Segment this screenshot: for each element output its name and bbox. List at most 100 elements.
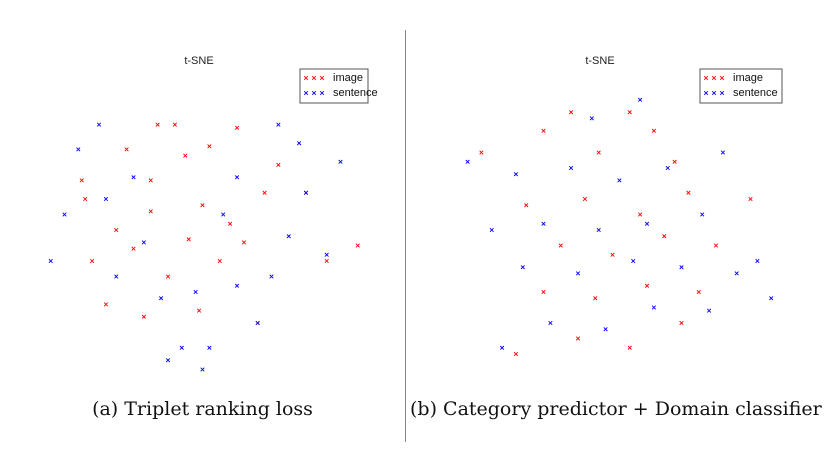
point-sentence-0-0 [62, 212, 67, 217]
point-sentence-0-15 [276, 122, 281, 127]
point-sentence-1-20 [720, 150, 726, 155]
point-sentence-1-6 [575, 271, 581, 276]
point-sentence-0-14 [193, 289, 198, 295]
point-image-1-16 [748, 196, 753, 202]
point-image-1-11 [713, 243, 719, 248]
point-sentence-1-11 [541, 221, 546, 226]
legend-marker-sentence-1-1 [711, 90, 717, 96]
legend-marker-sentence-0-2 [319, 90, 325, 96]
legend-marker-sentence-b [703, 90, 725, 96]
point-image-1-12 [524, 203, 529, 208]
point-sentence-1-8 [679, 265, 684, 270]
point-sentence-1-2 [603, 327, 608, 332]
point-sentence-1-24 [637, 97, 643, 102]
point-sentence-1-10 [489, 227, 494, 233]
point-image-1-9 [610, 252, 615, 257]
legend-box-a [299, 68, 369, 104]
point-image-1-15 [686, 190, 691, 195]
point-image-1-7 [696, 289, 701, 295]
legend-label-sentence-b: sentence [733, 87, 778, 99]
panel-triplet-ranking-loss: t-SNE image sentence (a) Triplet ranking… [0, 0, 405, 467]
legend-label-image-b: image [733, 72, 763, 84]
point-image-0-7 [183, 153, 188, 158]
plot-title-b: t-SNE [585, 55, 614, 67]
scatter-points-a [48, 122, 360, 372]
point-image-0-9 [124, 147, 129, 152]
panel-category-domain: t-SNE image sentence (b) Category predic… [410, 0, 822, 467]
legend-marker-sentence-1-0 [703, 90, 709, 96]
legend-label-sentence-a: sentence [333, 87, 378, 99]
point-image-1-13 [582, 196, 588, 202]
point-sentence-1-17 [568, 165, 574, 171]
legend-box-b [699, 68, 783, 104]
legend-marker-sentence-a [303, 90, 325, 96]
point-image-1-21 [568, 110, 574, 115]
point-sentence-0-11 [141, 240, 146, 245]
point-sentence-0-7 [303, 190, 309, 195]
point-image-1-22 [627, 110, 632, 115]
point-image-0-21 [103, 302, 109, 307]
point-image-1-14 [637, 212, 643, 217]
point-sentence-0-13 [131, 175, 136, 180]
point-image-1-0 [513, 351, 519, 357]
point-sentence-1-7 [631, 258, 636, 264]
point-sentence-1-13 [644, 221, 650, 226]
point-sentence-0-5 [286, 234, 291, 239]
point-image-1-19 [672, 159, 677, 164]
point-sentence-0-16 [221, 212, 226, 217]
point-sentence-1-22 [769, 296, 774, 301]
point-sentence-0-23 [165, 358, 171, 363]
point-sentence-1-4 [706, 308, 712, 313]
legend-marker-sentence-1-2 [719, 90, 725, 96]
point-sentence-1-12 [596, 227, 601, 233]
tsne-plot-a: t-SNE image sentence [48, 55, 378, 372]
point-image-0-17 [172, 122, 178, 127]
tsne-plot-b: t-SNE image sentence [465, 55, 783, 357]
point-sentence-0-3 [207, 345, 212, 350]
point-sentence-1-5 [520, 265, 525, 270]
point-image-0-24 [196, 308, 202, 313]
point-sentence-1-9 [734, 271, 739, 276]
point-image-0-8 [148, 178, 153, 183]
point-sentence-0-19 [179, 345, 184, 350]
point-sentence-0-6 [324, 252, 329, 257]
point-image-1-20 [541, 128, 546, 133]
point-sentence-0-2 [158, 296, 164, 301]
point-sentence-1-18 [617, 178, 622, 183]
point-image-1-18 [596, 150, 601, 155]
plot-title-a: t-SNE [184, 55, 213, 67]
point-sentence-0-9 [338, 159, 343, 164]
point-image-0-13 [276, 162, 281, 168]
legend-marker-image-b [703, 75, 725, 81]
caption-b: (b) Category predictor + Domain classifi… [410, 398, 822, 420]
legend-a: image sentence [299, 68, 378, 104]
point-image-1-3 [679, 320, 684, 326]
legend-marker-image-0-2 [319, 75, 325, 81]
point-sentence-0-22 [96, 122, 102, 127]
caption-a: (a) Triplet ranking loss [92, 398, 313, 420]
point-image-0-6 [217, 258, 222, 264]
legend-marker-image-1-1 [711, 75, 717, 81]
legend-marker-image-1-0 [703, 75, 709, 81]
point-image-1-10 [662, 234, 667, 239]
point-image-0-19 [234, 125, 240, 130]
legend-marker-sentence-0-0 [303, 90, 309, 96]
point-image-0-12 [262, 190, 267, 195]
point-image-0-22 [141, 314, 146, 319]
point-image-0-5 [165, 274, 171, 279]
point-sentence-0-4 [255, 320, 260, 326]
point-sentence-1-15 [755, 258, 760, 264]
point-sentence-0-1 [103, 196, 109, 202]
point-sentence-1-16 [513, 172, 519, 177]
point-sentence-1-19 [665, 165, 670, 171]
point-image-1-6 [644, 283, 650, 288]
point-image-1-5 [593, 296, 598, 301]
point-image-0-11 [241, 240, 247, 245]
point-image-0-10 [200, 203, 205, 208]
point-sentence-1-23 [589, 116, 594, 121]
point-sentence-1-14 [700, 212, 705, 217]
point-image-0-1 [114, 227, 119, 233]
point-image-0-15 [89, 258, 95, 264]
point-image-1-4 [541, 289, 546, 295]
point-sentence-1-3 [651, 305, 657, 310]
